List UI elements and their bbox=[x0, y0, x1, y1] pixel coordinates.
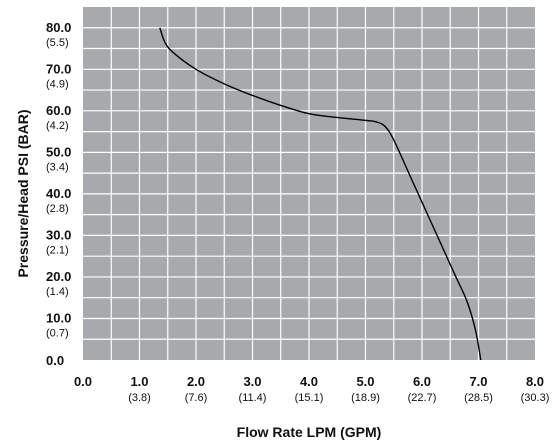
x-tick-label: 6.0 bbox=[413, 374, 431, 389]
y-tick-sublabel: (4.9) bbox=[46, 78, 69, 90]
grid bbox=[83, 7, 535, 360]
y-tick-label: 0.0 bbox=[46, 353, 64, 368]
x-tick-label: 0.0 bbox=[74, 374, 92, 389]
y-tick-sublabel: (3.4) bbox=[46, 161, 69, 173]
y-tick-label: 10.0 bbox=[46, 310, 71, 325]
x-tick-sublabel: (28.5) bbox=[464, 392, 493, 404]
x-tick-sublabel: (30.3) bbox=[521, 392, 550, 404]
y-tick-sublabel: (2.8) bbox=[46, 203, 69, 215]
y-tick-label: 30.0 bbox=[46, 227, 71, 242]
x-tick-label: 7.0 bbox=[469, 374, 487, 389]
x-tick-label: 3.0 bbox=[243, 374, 261, 389]
x-tick-label: 8.0 bbox=[526, 374, 544, 389]
y-tick-label: 20.0 bbox=[46, 269, 71, 284]
y-tick-sublabel: (5.5) bbox=[46, 37, 69, 49]
y-tick-sublabel: (1.4) bbox=[46, 286, 69, 298]
x-tick-sublabel: (18.9) bbox=[351, 392, 380, 404]
y-tick-label: 70.0 bbox=[46, 61, 71, 76]
x-axis-title: Flow Rate LPM (GPM) bbox=[237, 424, 382, 440]
y-tick-label: 60.0 bbox=[46, 103, 71, 118]
x-tick-sublabel: (22.7) bbox=[408, 392, 437, 404]
y-tick-label: 50.0 bbox=[46, 144, 71, 159]
x-tick-label: 1.0 bbox=[130, 374, 148, 389]
y-tick-label: 40.0 bbox=[46, 186, 71, 201]
x-tick-sublabel: (15.1) bbox=[295, 392, 324, 404]
x-tick-label: 5.0 bbox=[356, 374, 374, 389]
x-tick-sublabel: (7.6) bbox=[185, 392, 208, 404]
y-tick-label: 80.0 bbox=[46, 20, 71, 35]
y-axis-ticks: 80.0 (5.5) 70.0 (4.9) 60.0 (4.2) 50.0 (3.4) 40.0… bbox=[46, 20, 71, 368]
x-tick-sublabel: (11.4) bbox=[239, 392, 267, 404]
series-line bbox=[159, 27, 482, 361]
y-axis-title: Pressure/Head PSI (BAR) bbox=[15, 109, 31, 277]
y-tick-sublabel: (2.1) bbox=[46, 244, 69, 256]
x-tick-label: 2.0 bbox=[187, 374, 205, 389]
x-tick-sublabel: (3.8) bbox=[128, 392, 151, 404]
x-axis-ticks: 0.0 1.0 (3.8) 2.0 (7.6) 3.0 (11.4) 4.0 (15.1) 5.0… bbox=[74, 374, 549, 404]
y-tick-sublabel: (0.7) bbox=[46, 327, 69, 339]
x-tick-label: 4.0 bbox=[300, 374, 318, 389]
y-tick-sublabel: (4.2) bbox=[46, 120, 69, 132]
